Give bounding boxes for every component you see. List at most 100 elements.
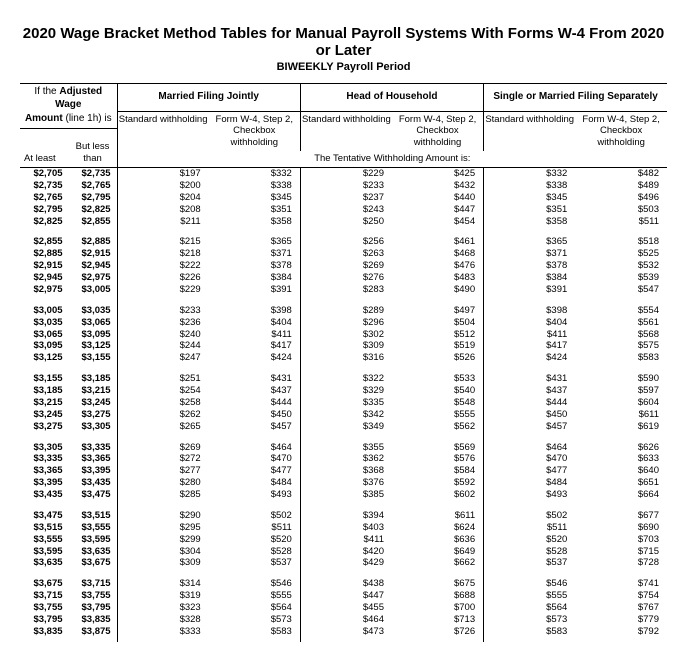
table-cell: $3,305 — [69, 421, 118, 437]
table-cell: $503 — [575, 204, 667, 216]
table-cell: $345 — [484, 192, 576, 204]
table-cell: $483 — [392, 272, 484, 284]
col-form-3: Form W-4, Step 2, Checkbox withholding — [575, 111, 667, 151]
table-cell: $3,065 — [20, 329, 69, 341]
table-cell: $3,275 — [20, 421, 69, 437]
table-cell: $528 — [484, 546, 576, 558]
table-cell: $450 — [209, 409, 301, 421]
adjusted-wage-header-2: Amount (line 1h) is — [20, 111, 117, 128]
table-cell: $555 — [209, 590, 301, 602]
table-row: $3,435$3,475$285$493$385$602$493$664 — [20, 489, 667, 505]
table-cell: $226 — [117, 272, 209, 284]
table-cell: $2,735 — [20, 180, 69, 192]
table-cell: $636 — [392, 534, 484, 546]
table-row: $3,035$3,065$236$404$296$504$404$561 — [20, 317, 667, 329]
table-cell: $713 — [392, 614, 484, 626]
table-cell: $3,755 — [69, 590, 118, 602]
table-cell: $512 — [392, 329, 484, 341]
table-cell: $289 — [300, 300, 392, 316]
table-cell: $269 — [117, 437, 209, 453]
table-cell: $262 — [117, 409, 209, 421]
table-cell: $568 — [575, 329, 667, 341]
col-std-2: Standard withholding — [300, 111, 392, 151]
table-cell: $561 — [575, 317, 667, 329]
table-cell: $2,945 — [20, 272, 69, 284]
page-title: 2020 Wage Bracket Method Tables for Manu… — [20, 25, 667, 59]
table-row: $3,185$3,215$254$437$329$540$437$597 — [20, 385, 667, 397]
table-cell: $564 — [209, 602, 301, 614]
table-cell: $329 — [300, 385, 392, 397]
table-cell: $2,765 — [69, 180, 118, 192]
table-cell: $525 — [575, 248, 667, 260]
table-cell: $204 — [117, 192, 209, 204]
table-cell: $316 — [300, 352, 392, 368]
table-cell: $437 — [484, 385, 576, 397]
table-cell: $602 — [392, 489, 484, 505]
table-cell: $208 — [117, 204, 209, 216]
group-hoh: Head of Household — [300, 84, 483, 112]
table-row: $3,095$3,125$244$417$309$519$417$575 — [20, 340, 667, 352]
table-cell: $3,555 — [69, 522, 118, 534]
table-cell: $649 — [392, 546, 484, 558]
table-cell: $3,365 — [69, 453, 118, 465]
table-cell: $371 — [484, 248, 576, 260]
table-row: $3,795$3,835$328$573$464$713$573$779 — [20, 614, 667, 626]
table-cell: $490 — [392, 284, 484, 300]
table-cell: $473 — [300, 626, 392, 642]
page-subtitle: BIWEEKLY Payroll Period — [20, 61, 667, 73]
table-cell: $3,835 — [69, 614, 118, 626]
table-cell: $539 — [575, 272, 667, 284]
table-cell: $240 — [117, 329, 209, 341]
table-cell: $222 — [117, 260, 209, 272]
table-cell: $651 — [575, 477, 667, 489]
table-cell: $229 — [117, 284, 209, 300]
group-smfs: Single or Married Filing Separately — [484, 84, 667, 112]
table-cell: $251 — [117, 369, 209, 385]
table-row: $3,755$3,795$323$564$455$700$564$767 — [20, 602, 667, 614]
table-cell: $555 — [484, 590, 576, 602]
table-cell: $3,185 — [69, 369, 118, 385]
table-cell: $362 — [300, 453, 392, 465]
table-cell: $502 — [209, 505, 301, 521]
table-cell: $2,855 — [20, 232, 69, 248]
table-cell: $378 — [484, 260, 576, 272]
table-cell: $272 — [117, 453, 209, 465]
table-cell: $323 — [117, 602, 209, 614]
table-cell: $243 — [300, 204, 392, 216]
table-cell: $583 — [484, 626, 576, 642]
table-cell: $345 — [209, 192, 301, 204]
table-cell: $2,975 — [69, 272, 118, 284]
table-cell: $263 — [300, 248, 392, 260]
table-cell: $2,945 — [69, 260, 118, 272]
table-row: $3,155$3,185$251$431$322$533$431$590 — [20, 369, 667, 385]
table-cell: $3,795 — [20, 614, 69, 626]
table-row: $3,125$3,155$247$424$316$526$424$583 — [20, 352, 667, 368]
table-cell: $688 — [392, 590, 484, 602]
table-row: $3,515$3,555$295$511$403$624$511$690 — [20, 522, 667, 534]
table-cell: $520 — [209, 534, 301, 546]
table-cell: $197 — [117, 168, 209, 180]
table-cell: $200 — [117, 180, 209, 192]
table-cell: $3,155 — [69, 352, 118, 368]
table-row: $2,765$2,795$204$345$237$440$345$496 — [20, 192, 667, 204]
table-row: $2,915$2,945$222$378$269$476$378$532 — [20, 260, 667, 272]
table-cell: $425 — [392, 168, 484, 180]
table-row: $3,835$3,875$333$583$473$726$583$792 — [20, 626, 667, 642]
table-cell: $464 — [300, 614, 392, 626]
table-cell: $677 — [575, 505, 667, 521]
table-cell: $583 — [209, 626, 301, 642]
table-cell: $233 — [117, 300, 209, 316]
table-cell: $424 — [209, 352, 301, 368]
table-cell: $296 — [300, 317, 392, 329]
table-cell: $319 — [117, 590, 209, 602]
table-cell: $295 — [117, 522, 209, 534]
table-cell: $411 — [484, 329, 576, 341]
table-cell: $2,915 — [20, 260, 69, 272]
table-cell: $332 — [209, 168, 301, 180]
table-cell: $511 — [484, 522, 576, 534]
table-cell: $3,275 — [69, 409, 118, 421]
table-cell: $304 — [117, 546, 209, 558]
table-cell: $583 — [575, 352, 667, 368]
table-row: $3,275$3,305$265$457$349$562$457$619 — [20, 421, 667, 437]
table-cell: $322 — [300, 369, 392, 385]
